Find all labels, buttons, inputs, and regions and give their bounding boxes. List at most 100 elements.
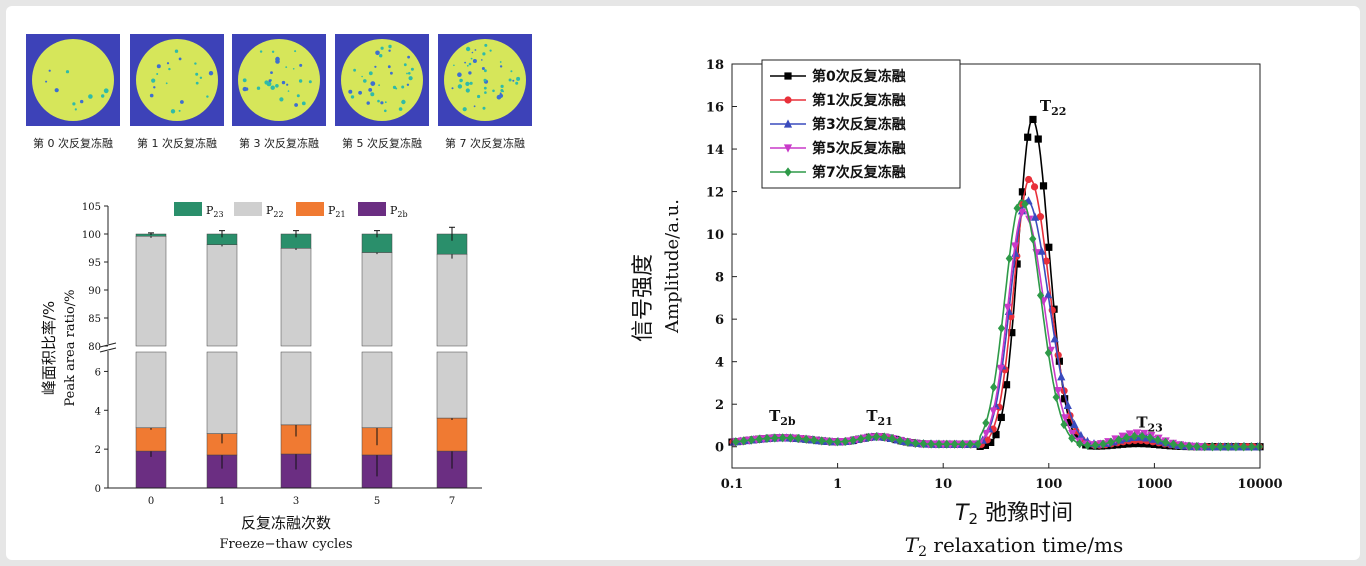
marker-triangle-up — [1063, 400, 1072, 409]
pore-spot — [401, 85, 405, 89]
marker-diamond — [865, 432, 873, 442]
pore-spot — [374, 65, 377, 68]
marker-square — [1145, 440, 1153, 448]
image-caption-0: 第 0 次反复冻融 — [33, 137, 113, 150]
sample-disc-3 — [238, 39, 320, 121]
marker-diamond — [888, 434, 896, 444]
pore-spot — [508, 78, 512, 82]
bar-y-ticks: 0 2 4 6 80 85 90 95 100 105 — [82, 202, 108, 495]
t2-plot-frame — [731, 63, 1261, 469]
marker-diamond — [1201, 442, 1209, 452]
y-tick-label: 14 — [706, 143, 724, 158]
pore-spot — [484, 91, 487, 94]
marker-diamond — [896, 435, 904, 446]
image-caption-1: 第 1 次反复冻融 — [137, 137, 217, 150]
y-tick-label: 16 — [706, 101, 724, 116]
marker-diamond — [1044, 348, 1052, 358]
marker-diamond — [943, 439, 951, 449]
pore-spot — [407, 55, 410, 59]
pore-spot — [358, 90, 362, 95]
marker-square — [1013, 260, 1021, 268]
bar-break-gap — [135, 346, 167, 352]
pore-spot — [375, 50, 380, 56]
bar-segment-p22 — [361, 351, 393, 429]
marker-triangle-up — [1044, 290, 1053, 299]
pore-spot — [471, 51, 474, 54]
marker-diamond — [1076, 439, 1084, 449]
pore-spot — [242, 78, 247, 83]
marker-diamond — [1146, 433, 1154, 443]
y-tick-label: 4 — [95, 406, 101, 417]
marker-triangle-up — [1030, 212, 1040, 221]
bar-segment-p22 — [135, 351, 167, 429]
pore-spot — [296, 94, 300, 98]
y-tick-label: 6 — [715, 313, 724, 328]
pore-spot — [489, 49, 492, 52]
pore-spot — [512, 79, 515, 82]
pore-spot — [468, 71, 472, 75]
t2-curve-layer — [728, 115, 1264, 452]
marker-diamond — [1177, 440, 1185, 451]
pore-spot — [292, 68, 295, 70]
pore-spot — [492, 89, 495, 93]
legend-label-p2b: P2b — [390, 204, 408, 219]
marker-diamond — [1122, 433, 1131, 443]
axis-break-mark-bottom — [99, 347, 117, 353]
pore-spot — [270, 85, 275, 90]
sample-disc — [32, 39, 114, 121]
y-tick-label: 4 — [715, 356, 724, 371]
y-tick-label: 2 — [715, 398, 724, 413]
pore-spot — [178, 109, 181, 112]
pore-spot — [380, 101, 384, 105]
pore-spot — [472, 59, 477, 63]
pore-spot — [406, 72, 408, 75]
x-tick-label: 10000 — [1237, 477, 1282, 492]
pore-spot — [398, 107, 403, 111]
pore-spot — [465, 88, 470, 93]
pore-spot — [353, 68, 356, 72]
marker-diamond — [1052, 392, 1060, 402]
pore-spot — [499, 61, 502, 63]
marker-circle — [1030, 183, 1039, 191]
marker-diamond — [1232, 442, 1240, 452]
marker-diamond — [1130, 431, 1138, 441]
pore-spot — [516, 76, 521, 81]
marker-triangle-up — [1070, 419, 1079, 428]
bar-break-gap — [206, 346, 238, 352]
marker-diamond — [1115, 435, 1123, 445]
marker-diamond — [951, 439, 959, 449]
image-caption-5: 第 5 次反复冻融 — [342, 137, 422, 150]
sample-disc-5 — [341, 39, 423, 121]
pore-spot — [259, 50, 263, 53]
sample-disc-7 — [444, 39, 526, 121]
marker-diamond — [771, 433, 779, 443]
marker-circle — [1025, 175, 1033, 184]
bar-segment-p22 — [135, 235, 167, 347]
pore-spot — [468, 62, 472, 66]
marker-triangle-up — [1037, 246, 1046, 255]
pore-spot — [401, 99, 406, 105]
pore-spot — [368, 71, 373, 76]
marker-square — [1002, 381, 1011, 389]
series-2 — [729, 196, 1262, 451]
figure-frame: 第 0 次反复冻融 第 1 次反复冻融 第 3 次反复冻融 第 5 次反复冻融 … — [6, 6, 1360, 560]
y-tick-label: 18 — [706, 58, 724, 73]
marker-triangle-up — [783, 119, 793, 128]
x-tick-label: 3 — [293, 496, 299, 507]
t2-x-ticks: 0.1 1 10 100 1000 10000 — [721, 463, 1283, 492]
pore-spot — [350, 95, 355, 99]
marker-triangle-down — [783, 144, 793, 153]
pore-spot — [465, 81, 470, 86]
peak-label-t2b: T2b — [769, 407, 796, 428]
legend-swatch-p2b — [358, 202, 386, 216]
marker-square — [992, 431, 1000, 439]
bar-segment-p22 — [280, 351, 312, 426]
t2-xlabel-en: T2 relaxation time/ms — [905, 533, 1123, 560]
marker-diamond — [779, 433, 787, 443]
pore-spot — [45, 80, 48, 83]
marker-circle — [1036, 213, 1045, 221]
pore-spot — [473, 105, 476, 108]
marker-square — [1008, 329, 1016, 337]
y-tick-label: 100 — [82, 230, 101, 241]
